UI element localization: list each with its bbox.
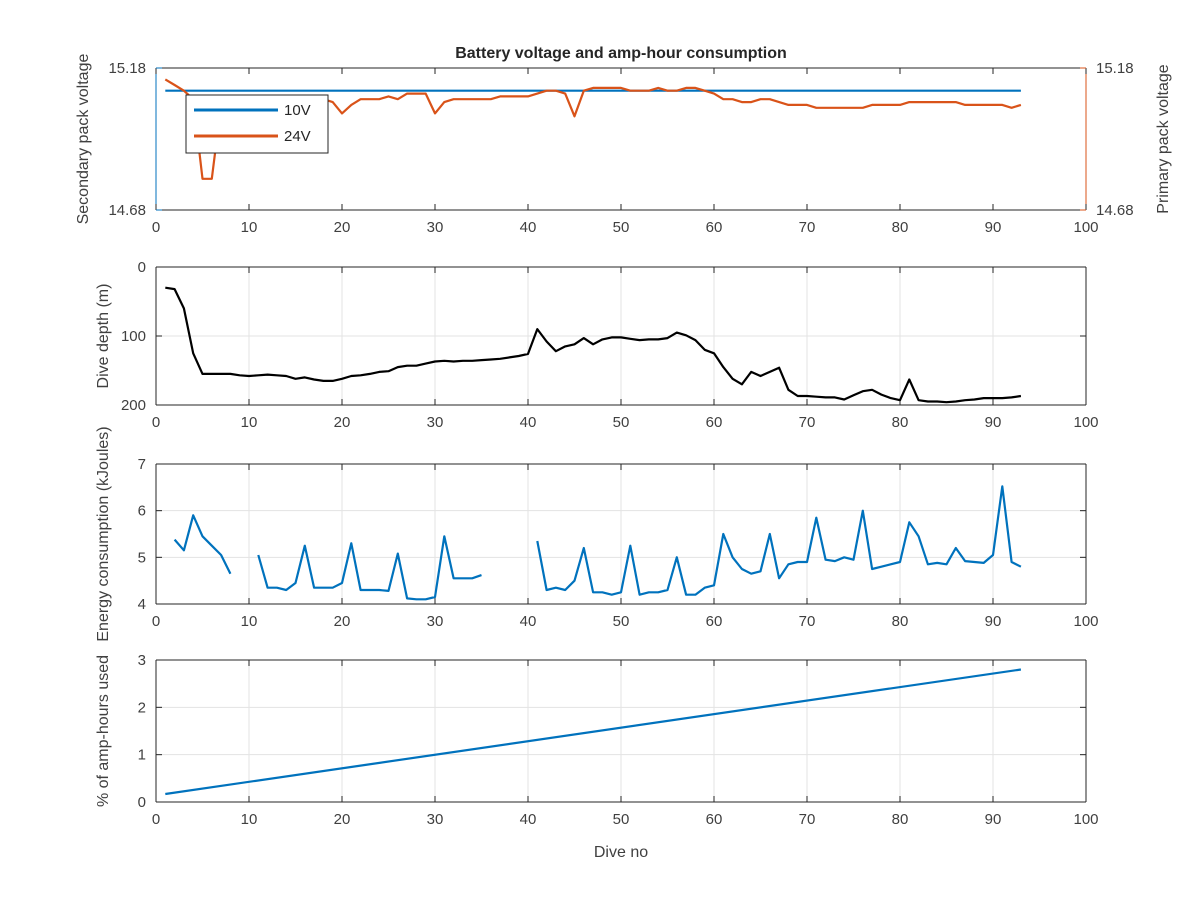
x-tick-label: 60: [706, 613, 723, 630]
legend-label-24v: 24V: [284, 128, 311, 145]
x-tick-label: 70: [799, 414, 816, 431]
x-tick-label: 50: [613, 219, 630, 236]
y-tick-label: 7: [138, 456, 146, 473]
y-tick-label: 6: [138, 503, 146, 520]
x-tick-label: 50: [613, 811, 630, 828]
x-tick-label: 40: [520, 414, 537, 431]
x-tick-label: 90: [985, 414, 1002, 431]
x-tick-label: 10: [241, 811, 258, 828]
x-tick-label: 90: [985, 219, 1002, 236]
x-tick-label: 70: [799, 613, 816, 630]
subplot-2: 0 10 20 30 40 50 60 70 80 90 100 0 100 200 Dive depth …: [95, 259, 1099, 431]
y-tick-label-right: 14.68: [1096, 202, 1134, 219]
x-tick-label: 70: [799, 219, 816, 236]
y-tick-label: 15.18: [108, 60, 146, 77]
x-tick-label: 10: [241, 219, 258, 236]
chart-title: Battery voltage and amp-hour consumption: [455, 45, 787, 62]
x-tick-label: 80: [892, 414, 909, 431]
x-tick-label: 100: [1073, 219, 1098, 236]
y-tick-label: 100: [121, 328, 146, 345]
y-tick-label: 200: [121, 397, 146, 414]
x-tick-label: 90: [985, 613, 1002, 630]
x-tick-label: 10: [241, 613, 258, 630]
x-axis-label: Dive no: [594, 844, 648, 861]
legend: 10V 24V: [185, 94, 329, 154]
y-tick-label: 5: [138, 549, 146, 566]
x-tick-label: 70: [799, 811, 816, 828]
x-tick-label: 80: [892, 219, 909, 236]
y-tick-label: 0: [138, 259, 146, 276]
x-tick-label: 0: [152, 613, 160, 630]
x-tick-label: 60: [706, 219, 723, 236]
x-tick-label: 50: [613, 613, 630, 630]
y-axis-label: Energy consumption (kJoules): [95, 426, 112, 641]
series-line-1: [173, 485, 1022, 601]
y-tick-label: 14.68: [108, 202, 146, 219]
x-tick-label: 50: [613, 414, 630, 431]
x-tick-label: 30: [427, 613, 444, 630]
x-tick-label: 80: [892, 811, 909, 828]
y-tick-label: 3: [138, 652, 146, 669]
x-tick-label: 20: [334, 219, 351, 236]
y-tick-label: 4: [138, 596, 146, 613]
subplot-4: 0 10 20 30 40 50 60 70 80 90 100 0 1 2 3 % of amp-hours…: [95, 652, 1099, 861]
subplot-3: 0 10 20 30 40 50 60 70 80 90 100 4 5 6 7 Energy consump…: [95, 426, 1099, 641]
x-tick-label: 0: [152, 414, 160, 431]
x-tick-label: 30: [427, 811, 444, 828]
y-tick-label: 2: [138, 699, 146, 716]
legend-box: [185, 94, 329, 154]
x-tick-label: 40: [520, 811, 537, 828]
y-axis-label: % of amp-hours used: [95, 655, 112, 807]
x-tick-label: 30: [427, 414, 444, 431]
y-tick-label: 0: [138, 794, 146, 811]
x-tick-label: 100: [1073, 613, 1098, 630]
x-tick-label: 60: [706, 811, 723, 828]
y-axis-label-right: Primary pack voltage: [1155, 64, 1172, 213]
y-tick-label-right: 15.18: [1096, 60, 1134, 77]
series-line-1: [165, 668, 1022, 796]
y-axis-label: Dive depth (m): [95, 284, 112, 389]
legend-label-10v: 10V: [284, 102, 311, 119]
x-tick-label: 0: [152, 811, 160, 828]
x-tick-label: 90: [985, 811, 1002, 828]
x-tick-label: 60: [706, 414, 723, 431]
x-tick-label: 40: [520, 613, 537, 630]
x-tick-label: 100: [1073, 414, 1098, 431]
x-tick-label: 20: [334, 811, 351, 828]
series-line-1: [165, 286, 1022, 404]
x-tick-label: 20: [334, 414, 351, 431]
x-tick-label: 80: [892, 613, 909, 630]
x-tick-label: 20: [334, 613, 351, 630]
y-axis-label-left: Secondary pack voltage: [75, 54, 92, 225]
x-tick-label: 0: [152, 219, 160, 236]
x-tick-label: 10: [241, 414, 258, 431]
x-tick-label: 40: [520, 219, 537, 236]
x-tick-label: 100: [1073, 811, 1098, 828]
x-tick-label: 30: [427, 219, 444, 236]
y-tick-label: 1: [138, 747, 146, 764]
